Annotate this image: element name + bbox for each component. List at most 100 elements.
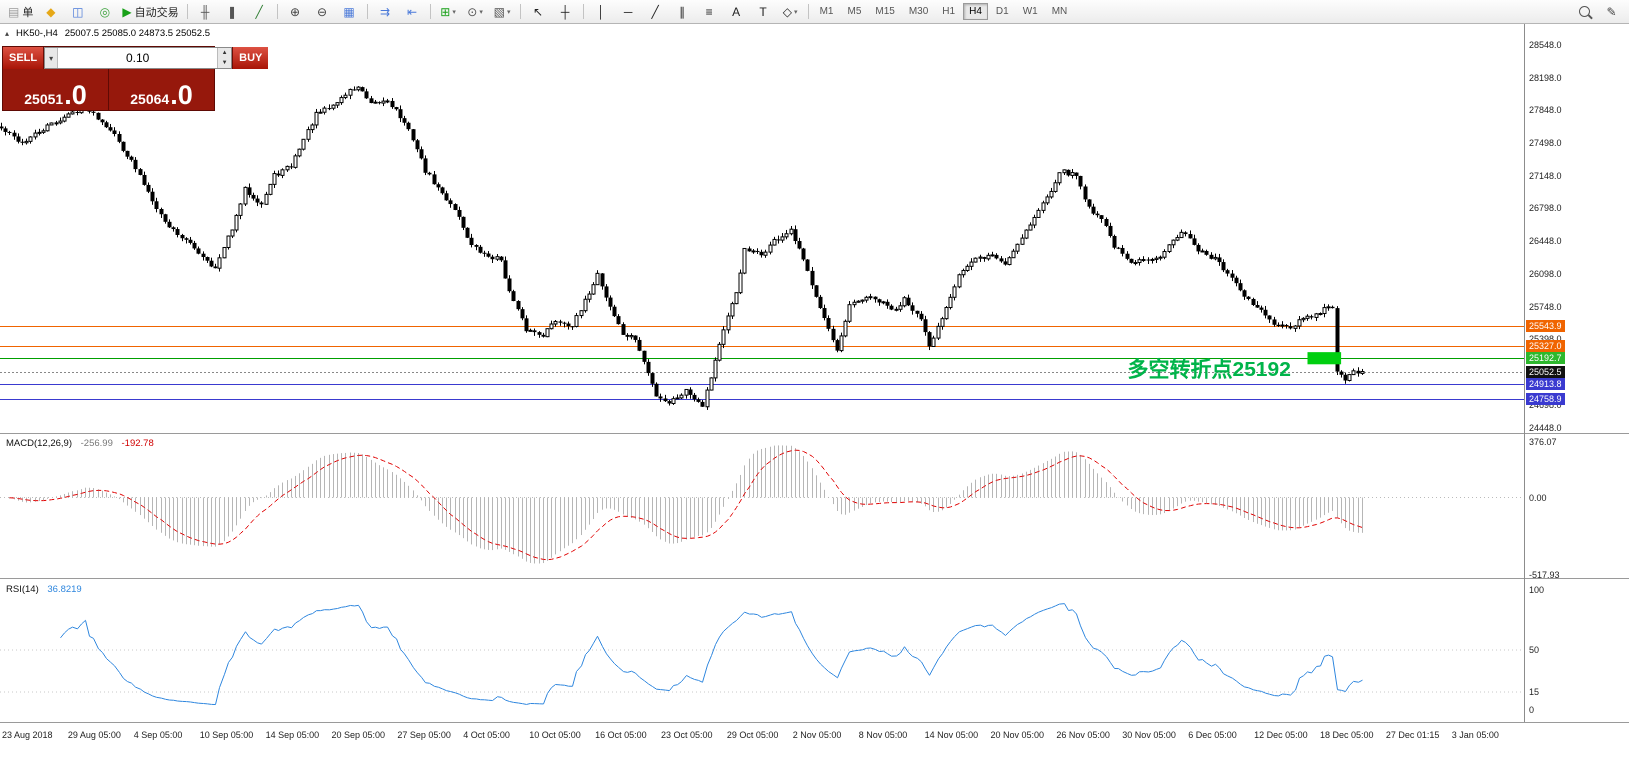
time-axis-label: 20 Sep 05:00 (331, 730, 386, 740)
panel-divider[interactable] (0, 578, 1629, 579)
rsi-value: 36.8219 (47, 584, 82, 595)
chart-shift-button[interactable]: ⇤ (400, 1, 425, 23)
rsi-canvas[interactable] (0, 579, 1524, 722)
quick-edit-button[interactable]: ✎ (1599, 1, 1624, 23)
dropdown-arrow-icon: ▾ (479, 8, 483, 16)
time-axis-label: 27 Dec 01:15 (1385, 730, 1440, 740)
candlestick-chart-button[interactable]: ❚ (220, 1, 245, 23)
buy-price[interactable]: 25064 .0 (109, 69, 214, 110)
zoom-out-button[interactable]: ⊖ (310, 1, 335, 23)
sell-button[interactable]: SELL (3, 47, 45, 69)
timeframe-h4-button[interactable]: H4 (963, 3, 988, 20)
price-axis-label: 26098.0 (1529, 268, 1562, 279)
buy-price-main: 25064 (130, 90, 170, 107)
time-axis-label: 16 Oct 05:00 (595, 730, 647, 740)
time-axis-label: 4 Sep 05:00 (133, 730, 183, 740)
text-icon: A (732, 4, 741, 19)
time-axis-label: 23 Aug 2018 (2, 730, 53, 740)
time-axis-label: 12 Dec 05:00 (1254, 730, 1308, 740)
chart-window-icon: ▴ (5, 29, 10, 38)
volume-input[interactable] (58, 48, 218, 68)
cursor-button[interactable]: ↖ (526, 1, 551, 23)
macd-axis-label: 0.00 (1529, 492, 1547, 503)
sell-price-main: 25051 (24, 90, 64, 107)
macd-label: MACD(12,26,9) -256.99 -192.78 (6, 438, 154, 449)
price-chart-canvas[interactable] (0, 24, 1524, 433)
toolbar-separator (807, 4, 809, 19)
timeframe-w1-button[interactable]: W1 (1022, 6, 1038, 17)
navigator-button[interactable]: ◎ (92, 1, 117, 23)
sell-price[interactable]: 25051 .0 (3, 69, 109, 110)
crosshair-icon: ┼ (560, 4, 570, 19)
macd-axis-label: 376.07 (1529, 436, 1557, 447)
zoom-in-button[interactable]: ⊕ (283, 1, 308, 23)
shapes-button[interactable]: ◇ ▾ (778, 1, 803, 23)
stepper-up-icon[interactable]: ▲ (218, 48, 232, 58)
timeframe-m1-button[interactable]: M1 (819, 6, 834, 17)
market-watch-button[interactable]: ◆ (38, 1, 63, 23)
trendline-button[interactable]: ╱ (643, 1, 668, 23)
vertical-line-icon: │ (597, 4, 605, 19)
line-chart-button[interactable]: ╱ (247, 1, 272, 23)
templates-button[interactable]: ▧ ▾ (490, 1, 515, 23)
label-icon: T (759, 4, 767, 19)
auto-scroll-button[interactable]: ⇉ (373, 1, 398, 23)
time-axis-label: 14 Nov 05:00 (924, 730, 979, 740)
rsi-axis-label: 50 (1529, 645, 1540, 655)
periods-button[interactable]: ⊙ ▾ (463, 1, 488, 23)
trendline-icon: ╱ (651, 4, 659, 19)
horizontal-line-button[interactable]: ─ (616, 1, 641, 23)
bar-chart-icon: ╫ (200, 4, 210, 19)
search-button[interactable] (1572, 1, 1597, 23)
timeframe-mn-button[interactable]: MN (1051, 6, 1068, 17)
volume-control: ▾ ▲▼ (44, 47, 233, 69)
autotrading-button[interactable]: ▶ 自动交易 (119, 1, 181, 23)
autotrading-button-label: 自动交易 (134, 6, 179, 19)
price-axis[interactable]: 28548.0 28198.0 27848.0 27498.0 27148.0 26798… (1525, 24, 1629, 769)
buy-button[interactable]: BUY (232, 47, 269, 69)
macd-signal-value: -192.78 (121, 438, 154, 449)
timeframe-h1-button[interactable]: H1 (942, 6, 956, 17)
timeframe-bar: M1 M5 M15 M30 H1 H4 D1 W1 MN (804, 3, 1075, 20)
macd-canvas[interactable] (0, 434, 1524, 578)
new-order-button[interactable]: ▤ 单 (5, 1, 36, 23)
timeframe-m15-button[interactable]: M15 (875, 6, 895, 17)
label-button[interactable]: T (751, 1, 776, 23)
channel-button[interactable]: ∥ (670, 1, 695, 23)
one-click-trading-panel: SELL ▾ ▲▼ BUY 25051 .0 25064 .0 (2, 46, 269, 111)
time-axis-label: 30 Nov 05:00 (1122, 730, 1176, 740)
price-axis-label: 27148.0 (1529, 170, 1562, 181)
panel-divider[interactable] (0, 433, 1629, 434)
stepper-down-icon[interactable]: ▼ (218, 58, 232, 68)
timeframe-m5-button[interactable]: M5 (847, 6, 862, 17)
bar-chart-button[interactable]: ╫ (193, 1, 218, 23)
toolbar-separator (186, 4, 188, 19)
time-axis-label: 2 Nov 05:00 (792, 730, 842, 740)
time-axis[interactable]: 23 Aug 2018 29 Aug 05:00 4 Sep 05:00 10 Sep… (0, 723, 1524, 769)
indicators-button[interactable]: ⊞ ▾ (436, 1, 461, 23)
new-order-button-label: 单 (22, 6, 34, 19)
data-window-button[interactable]: ◫ (65, 1, 90, 23)
time-axis-label: 10 Sep 05:00 (199, 730, 254, 740)
price-axis-label: 28548.0 (1529, 40, 1562, 50)
timeframe-d1-button[interactable]: D1 (995, 6, 1009, 17)
navigator-icon: ◎ (99, 4, 111, 19)
dropdown-arrow-icon: ▾ (793, 8, 798, 16)
timeframe-m30-button[interactable]: M30 (908, 6, 929, 17)
vertical-line-button[interactable]: │ (589, 1, 614, 23)
time-axis-label: 6 Dec 05:00 (1188, 730, 1237, 740)
panel-divider (0, 722, 1629, 723)
text-button[interactable]: A (724, 1, 749, 23)
cursor-icon: ↖ (533, 4, 544, 19)
volume-stepper[interactable]: ▲ ▼ (217, 48, 232, 68)
fibonacci-button[interactable]: ≡ (697, 1, 722, 23)
volume-dropdown-icon[interactable]: ▾ (45, 48, 59, 68)
rsi-name: RSI(14) (6, 584, 39, 595)
dropdown-arrow-icon: ▾ (506, 8, 511, 16)
tile-windows-button[interactable]: ▦ (337, 1, 362, 23)
price-level-tag: 25543.9 (1526, 319, 1565, 332)
fibonacci-icon: ≡ (705, 4, 713, 19)
shapes-icon: ◇ (782, 4, 792, 19)
crosshair-button[interactable]: ┼ (553, 1, 578, 23)
price-axis-border (1524, 24, 1525, 722)
